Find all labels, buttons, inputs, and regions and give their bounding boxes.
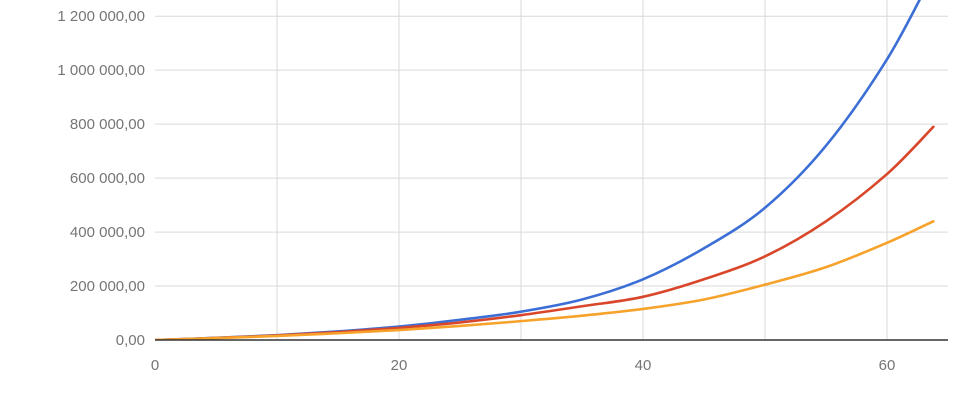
- y-tick-label: 800 000,00: [70, 116, 145, 133]
- y-tick-label: 400 000,00: [70, 224, 145, 241]
- series-line-1: [155, 0, 921, 340]
- y-tick-label: 1 200 000,00: [57, 8, 145, 25]
- tick-labels: 0,00 200 000,00 400 000,00 600 000,00 800 00…: [57, 8, 895, 374]
- grid-layer: [155, 0, 948, 340]
- x-tick-label: 0: [151, 357, 159, 374]
- x-tick-label: 20: [391, 357, 408, 374]
- series-line-3: [155, 219, 935, 340]
- y-tick-label: 1 000 000,00: [57, 62, 145, 79]
- x-tick-label: 60: [879, 357, 896, 374]
- y-tick-label: 200 000,00: [70, 278, 145, 295]
- y-tick-label: 0,00: [116, 332, 145, 349]
- x-tick-label: 40: [635, 357, 652, 374]
- y-tick-label: 600 000,00: [70, 170, 145, 187]
- series-layer: [155, 0, 935, 340]
